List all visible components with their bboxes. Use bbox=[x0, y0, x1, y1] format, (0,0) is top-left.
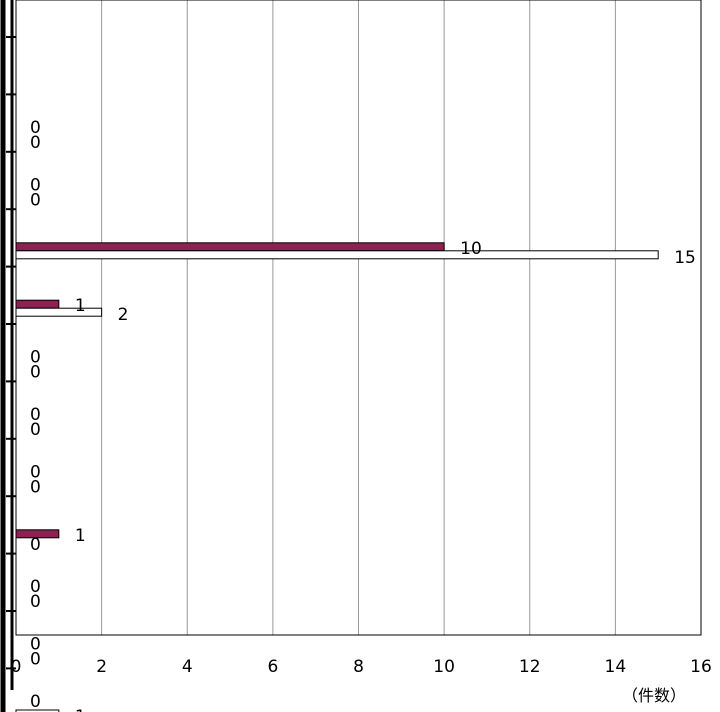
x-tick-label: 12 bbox=[519, 657, 541, 677]
x-tick-label: 6 bbox=[267, 657, 278, 677]
data-label: 0 bbox=[30, 420, 41, 440]
plot-area-border bbox=[15, 0, 702, 636]
data-label: 1 bbox=[75, 707, 86, 712]
data-label: 0 bbox=[30, 175, 41, 195]
data-label: 0 bbox=[30, 133, 41, 153]
data-label: 0 bbox=[30, 348, 41, 368]
data-label: 0 bbox=[30, 363, 41, 383]
data-label: 0 bbox=[30, 477, 41, 497]
data-label: 1 bbox=[75, 296, 86, 316]
data-label: 0 bbox=[30, 535, 41, 555]
bar bbox=[15, 529, 60, 539]
data-label: 1 bbox=[75, 526, 86, 546]
data-label: 0 bbox=[30, 592, 41, 612]
data-label: 0 bbox=[30, 635, 41, 655]
gridlines bbox=[101, 0, 616, 635]
category-ticks bbox=[6, 36, 16, 670]
data-label: 0 bbox=[30, 190, 41, 210]
bar bbox=[15, 242, 445, 252]
bars bbox=[15, 242, 659, 712]
x-axis-unit-label: （件数） bbox=[622, 686, 687, 705]
x-tick-label: 16 bbox=[690, 657, 712, 677]
data-label: 0 bbox=[30, 650, 41, 670]
bar bbox=[15, 299, 60, 309]
x-tick-label: 0 bbox=[11, 657, 22, 677]
x-tick-labels: 0 2 4 6 8 10 12 14 16 bbox=[11, 657, 712, 677]
bar bbox=[15, 250, 659, 260]
data-label: 15 bbox=[674, 248, 696, 268]
data-label: 0 bbox=[30, 577, 41, 597]
x-tick-label: 8 bbox=[353, 657, 364, 677]
x-tick-label: 14 bbox=[605, 657, 627, 677]
bar bbox=[15, 307, 103, 317]
data-labels: 001010001000001520000001 bbox=[30, 118, 696, 712]
x-tick-label: 4 bbox=[182, 657, 193, 677]
data-label: 0 bbox=[30, 692, 41, 712]
data-label: 0 bbox=[30, 118, 41, 138]
x-tick-label: 2 bbox=[96, 657, 107, 677]
data-label: 0 bbox=[30, 462, 41, 482]
data-label: 2 bbox=[118, 305, 129, 325]
data-label: 0 bbox=[30, 405, 41, 425]
x-tick-label: 10 bbox=[433, 657, 455, 677]
data-label: 10 bbox=[460, 239, 482, 259]
bar bbox=[15, 709, 60, 712]
